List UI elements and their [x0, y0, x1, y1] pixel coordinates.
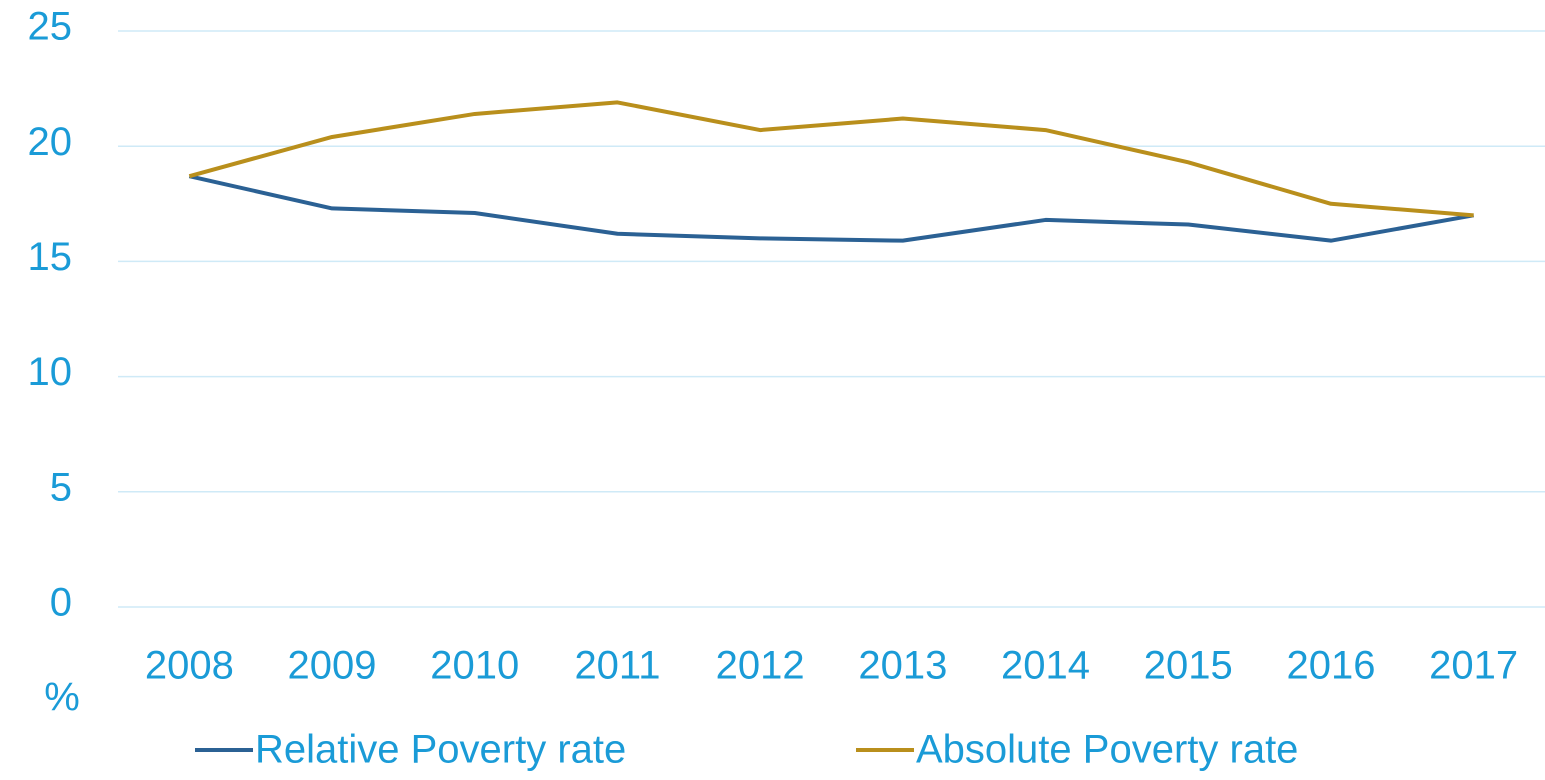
y-axis-label: %: [44, 676, 80, 720]
x-tick-label: 2011: [574, 644, 660, 688]
line: [188, 100, 1474, 218]
x-tick-label: 2016: [1286, 644, 1375, 688]
y-tick-label: 20: [28, 120, 73, 164]
legend-label: Relative Poverty rate: [255, 728, 626, 772]
y-tick-label: 25: [28, 5, 73, 49]
legend-label: Absolute Poverty rate: [916, 728, 1298, 772]
x-tick-label: 2015: [1144, 644, 1233, 688]
x-tick-label: 2008: [145, 644, 234, 688]
x-tick-label: 2014: [1001, 644, 1090, 688]
y-tick-label: 0: [50, 581, 72, 625]
x-tick-label: 2013: [858, 644, 947, 688]
y-tick-label: 5: [50, 465, 72, 509]
line: [188, 174, 1474, 243]
y-tick-label: 15: [28, 235, 73, 279]
y-tick-label: 10: [28, 350, 73, 394]
x-tick-label: 2010: [430, 644, 519, 688]
x-tick-label: 2017: [1429, 644, 1518, 688]
x-tick-label: 2009: [288, 644, 377, 688]
x-tick-label: 2012: [716, 644, 805, 688]
